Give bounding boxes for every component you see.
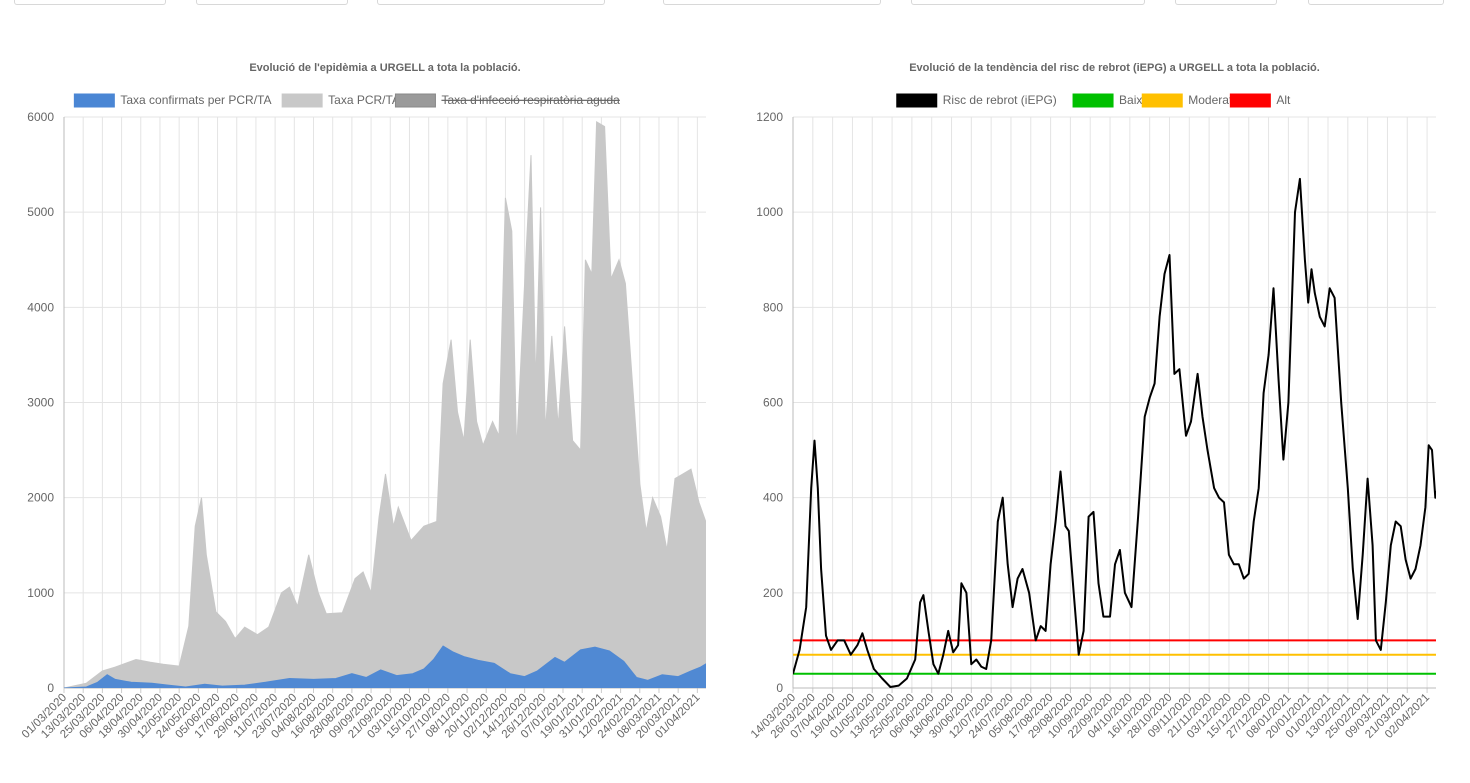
top-filter-2[interactable] [196, 0, 348, 5]
legend-label: Taxa confirmats per PCR/TA [120, 93, 271, 107]
y-tick-label: 200 [763, 586, 783, 600]
y-tick-label: 4000 [27, 300, 54, 314]
rebrot-risk-chart: Evolució de la tendència del risc de reb… [749, 62, 1436, 741]
legend-swatch [1141, 93, 1183, 108]
legend-label: Taxa PCR/TA [328, 93, 400, 107]
legend-swatch [896, 93, 938, 108]
legend-item[interactable]: Taxa PCR/TA [281, 93, 400, 108]
legend-swatch [1072, 93, 1114, 108]
legend-swatch [281, 93, 323, 108]
top-filter-7[interactable] [1308, 0, 1444, 5]
chart-title: Evolució de la tendència del risc de reb… [909, 62, 1320, 74]
legend-item[interactable]: Moderat [1141, 93, 1233, 108]
legend-label: Risc de rebrot (iEPG) [943, 93, 1057, 107]
y-tick-label: 600 [763, 396, 783, 410]
y-tick-label: 1000 [756, 205, 783, 219]
y-tick-label: 400 [763, 491, 783, 505]
legend-item[interactable]: Baix [1072, 93, 1142, 108]
legend-label: Alt [1276, 93, 1291, 107]
top-filter-6[interactable] [1175, 0, 1277, 5]
top-filter-1[interactable] [14, 0, 166, 5]
legend-item[interactable]: Taxa confirmats per PCR/TA [73, 93, 272, 108]
legend-swatch [73, 93, 115, 108]
legend-label: Baix [1119, 93, 1142, 107]
legend-item[interactable]: Alt [1229, 93, 1291, 108]
series-area-taxa-pcr-ta [64, 120, 706, 688]
y-tick-label: 5000 [27, 205, 54, 219]
y-tick-label: 0 [47, 681, 54, 695]
epidemic-chart: Evolució de l'epidèmia a URGELL a tota l… [20, 62, 706, 741]
series-area-taxa-confirmats-per-pcr-ta [64, 645, 706, 688]
top-toolbar [0, 0, 1470, 6]
y-tick-label: 6000 [27, 110, 54, 124]
plot-area [64, 120, 706, 688]
y-tick-label: 800 [763, 300, 783, 314]
y-tick-label: 1000 [27, 586, 54, 600]
legend-item[interactable]: Risc de rebrot (iEPG) [896, 93, 1057, 108]
legend-swatch [394, 93, 436, 108]
series-line-iepg [793, 177, 1436, 688]
legend-label: Moderat [1188, 93, 1233, 107]
plot-area [793, 177, 1436, 688]
y-tick-label: 1200 [756, 110, 783, 124]
top-filter-3[interactable] [377, 0, 605, 5]
y-tick-label: 3000 [27, 396, 54, 410]
y-tick-label: 0 [776, 681, 783, 695]
legend-item[interactable]: Taxa d'infecció respiratòria aguda [394, 93, 620, 108]
legend-label: Taxa d'infecció respiratòria aguda [441, 93, 620, 107]
y-tick-label: 2000 [27, 491, 54, 505]
top-filter-4[interactable] [663, 0, 881, 5]
chart-title: Evolució de l'epidèmia a URGELL a tota l… [249, 62, 520, 74]
legend-swatch [1229, 93, 1271, 108]
top-filter-5[interactable] [911, 0, 1145, 5]
